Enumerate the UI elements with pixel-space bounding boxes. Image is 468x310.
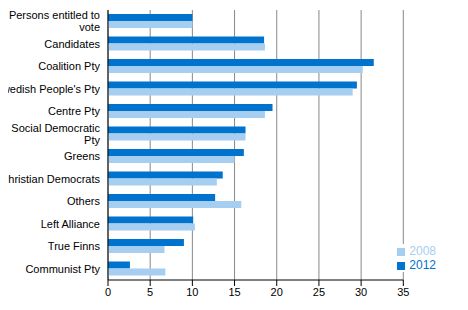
svg-text:Greens: Greens [64, 150, 101, 162]
svg-text:15: 15 [228, 286, 240, 298]
svg-text:Others: Others [67, 195, 101, 207]
html-text:2008: 2008 [409, 244, 436, 258]
svg-text:Candidates: Candidates [44, 38, 100, 50]
svg-text:Left Alliance: Left Alliance [41, 218, 100, 230]
svg-text:Social DemocraticPty: Social DemocraticPty [11, 122, 100, 146]
svg-text:20: 20 [271, 286, 283, 298]
svg-text:10: 10 [186, 286, 198, 298]
svg-text:0: 0 [105, 286, 111, 298]
svg-text:Persons entitled tovote: Persons entitled tovote [9, 9, 100, 33]
svg-text:Coalition Pty: Coalition Pty [38, 60, 100, 72]
svg-text:Christian Democrats: Christian Democrats [8, 173, 100, 185]
svg-text:30: 30 [355, 286, 367, 298]
svg-text:Communist Pty: Communist Pty [25, 263, 100, 275]
html-text:2012: 2012 [409, 258, 436, 272]
svg-text:True Finns: True Finns [48, 240, 101, 252]
svg-text:35: 35 [397, 286, 409, 298]
svg-text:5: 5 [147, 286, 153, 298]
svg-text:Centre Pty: Centre Pty [48, 105, 100, 117]
svg-text:25: 25 [313, 286, 325, 298]
svg-text:Swedish People's Pty: Swedish People's Pty [8, 83, 100, 95]
